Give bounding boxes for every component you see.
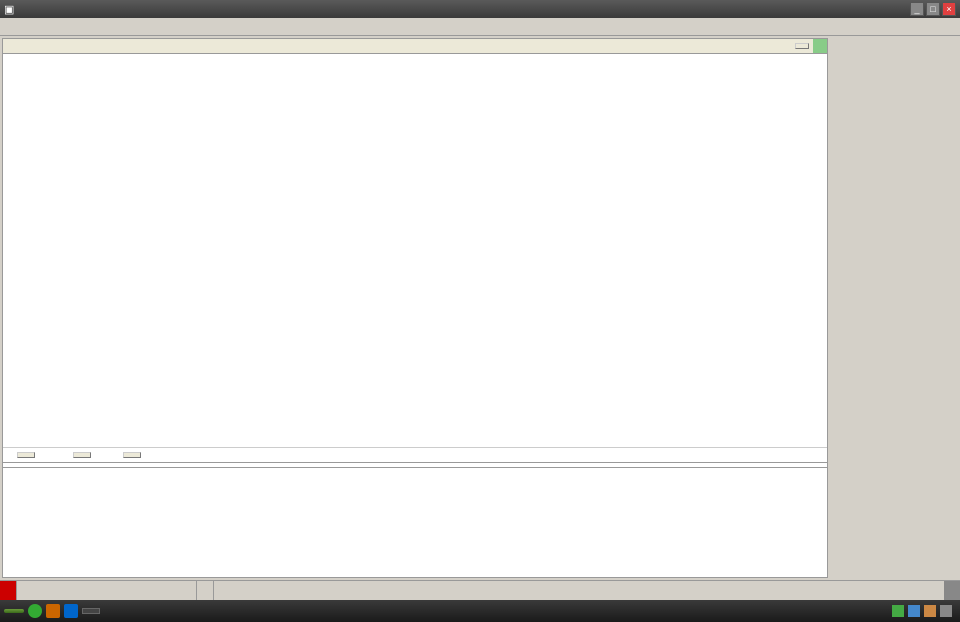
tray-icon[interactable] <box>892 605 904 617</box>
maximize-button[interactable]: □ <box>926 2 940 16</box>
oscilloscope <box>3 467 827 577</box>
connection-status <box>0 581 17 600</box>
status-blank <box>17 581 197 600</box>
erase-benzin-button[interactable] <box>17 452 35 458</box>
minimize-button[interactable]: _ <box>910 2 924 16</box>
menubar <box>0 18 960 36</box>
tray-icon[interactable] <box>924 605 936 617</box>
erase-gas-button[interactable] <box>73 452 91 458</box>
autoadapt-indicator <box>813 39 827 53</box>
statusbar <box>0 580 960 600</box>
tray-icon[interactable] <box>908 605 920 617</box>
app-icon: ▣ <box>4 3 14 16</box>
start-button[interactable] <box>4 609 24 613</box>
tray-icon[interactable] <box>28 604 42 618</box>
tab-bar <box>3 39 827 54</box>
tray-icon[interactable] <box>940 605 952 617</box>
titlebar: ▣ _ □ × <box>0 0 960 18</box>
coefficient-chart <box>43 64 797 437</box>
version-label <box>197 581 214 600</box>
engine-status <box>944 581 960 600</box>
tray-icon[interactable] <box>46 604 60 618</box>
taskbar-app[interactable] <box>82 608 100 614</box>
auto-adapt-button[interactable] <box>795 43 809 49</box>
chart-area <box>3 54 827 447</box>
view-3d-button[interactable] <box>123 452 141 458</box>
taskbar <box>0 600 960 622</box>
close-button[interactable]: × <box>942 2 956 16</box>
readings-panel <box>830 36 960 580</box>
chart-toolbar <box>3 447 827 462</box>
tray-icon[interactable] <box>64 604 78 618</box>
